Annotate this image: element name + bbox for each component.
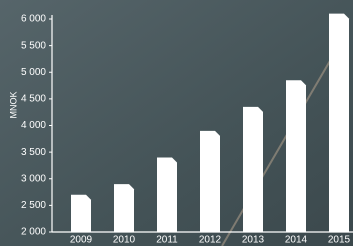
bar [71, 195, 91, 232]
y-tick-label: 2 500 [21, 200, 46, 211]
y-tick-label: 3 000 [21, 173, 46, 184]
x-tick-label: 2014 [285, 235, 308, 246]
y-axis-label: MNOK [8, 92, 18, 119]
x-tick-label: 2012 [199, 235, 222, 246]
x-tick-label: 2013 [242, 235, 265, 246]
bar [114, 184, 134, 232]
bar [200, 131, 220, 232]
bar [286, 80, 306, 232]
y-tick-label: 5 500 [21, 40, 46, 51]
x-tick-label: 2015 [328, 235, 351, 246]
y-tick-label: 6 000 [21, 14, 46, 25]
y-tick-label: 4 500 [21, 94, 46, 105]
bar [329, 14, 349, 232]
y-tick-label: 3 500 [21, 147, 46, 158]
bar [243, 107, 263, 232]
bar [157, 157, 177, 232]
x-tick-label: 2009 [70, 235, 93, 246]
y-tick-label: 5 000 [21, 67, 46, 78]
x-tick-label: 2010 [113, 235, 136, 246]
chart: MNOK 2 000 2 500 3 000 3 500 4 000 4 500 5 000… [0, 0, 353, 246]
y-tick-label: 2 000 [21, 227, 46, 238]
page: {"chart_data": {"type": "bar", "y_label"… [0, 0, 353, 246]
x-tick-label: 2011 [156, 235, 178, 246]
y-tick-label: 4 000 [21, 120, 46, 131]
